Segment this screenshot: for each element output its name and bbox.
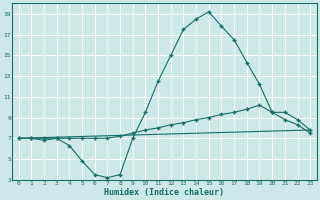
X-axis label: Humidex (Indice chaleur): Humidex (Indice chaleur)	[104, 188, 224, 197]
